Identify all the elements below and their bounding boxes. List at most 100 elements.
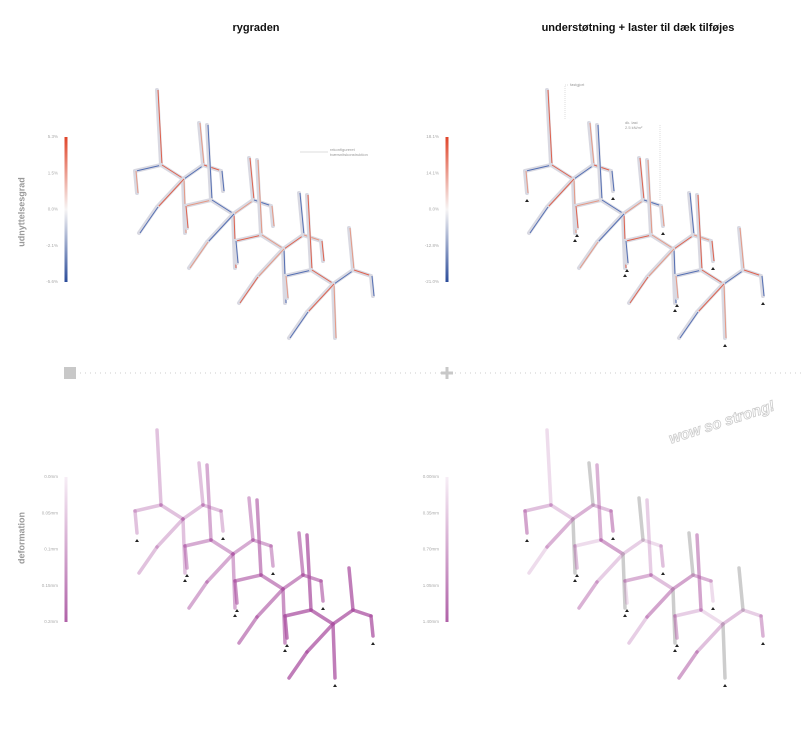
member [571, 163, 595, 181]
member [721, 282, 727, 340]
annotation: fastgjort [570, 82, 585, 87]
support [723, 344, 727, 347]
stress [157, 89, 163, 166]
member [627, 275, 649, 305]
member [205, 123, 213, 202]
member [641, 538, 663, 548]
support [135, 539, 139, 542]
member [309, 268, 335, 286]
stress [235, 234, 263, 242]
member [305, 282, 335, 314]
member [231, 538, 255, 556]
stress [593, 164, 613, 172]
stress [547, 89, 553, 166]
stress [285, 275, 289, 299]
scale-label: 0.05mm [42, 510, 59, 515]
support [575, 234, 579, 237]
member [181, 163, 205, 181]
member [283, 614, 289, 640]
stress [625, 240, 629, 264]
member [759, 274, 765, 298]
stress [525, 170, 529, 194]
support [675, 304, 679, 307]
member [571, 503, 595, 521]
stress [679, 311, 699, 339]
member [627, 615, 649, 645]
member [571, 517, 577, 575]
member [281, 573, 305, 591]
stress [597, 213, 625, 243]
member [305, 533, 313, 612]
member [133, 503, 163, 513]
stress [257, 248, 285, 278]
member [155, 88, 163, 167]
member [305, 622, 335, 654]
scale-label: 1.40mm [423, 619, 440, 624]
member [255, 498, 263, 577]
row-label: udnyttelsesgrad [16, 177, 26, 247]
scale-label: -12.8% [425, 243, 439, 248]
stress [307, 283, 335, 313]
stress [189, 241, 209, 269]
member [645, 158, 653, 237]
support [661, 572, 665, 575]
member [549, 503, 575, 521]
member [645, 247, 675, 279]
scale-label: -2.1% [46, 243, 58, 248]
member [677, 310, 699, 340]
stress [673, 234, 695, 250]
member [737, 566, 745, 612]
member [137, 205, 159, 235]
support [371, 642, 375, 645]
member [609, 169, 615, 193]
right-title: understøtning + laster til dæk tilføjes [542, 22, 735, 34]
stress [701, 269, 725, 285]
member [623, 573, 653, 583]
stress [761, 275, 765, 297]
stress [697, 194, 703, 271]
stress [185, 205, 189, 229]
support [673, 649, 677, 652]
stress [183, 164, 205, 180]
stress [573, 164, 595, 180]
member [331, 268, 355, 286]
member [637, 496, 645, 542]
support [183, 579, 187, 582]
stress [529, 206, 549, 234]
stress [525, 164, 553, 172]
stress [321, 240, 325, 262]
scale-label: 0.15mm [42, 583, 59, 588]
scale-label: 5.3% [48, 134, 58, 139]
stress [349, 227, 355, 271]
stress [625, 234, 653, 242]
member [671, 587, 677, 645]
stress [647, 248, 675, 278]
scale-label: 0.00mm [423, 474, 440, 479]
stress [203, 164, 223, 172]
member [219, 169, 225, 193]
scale-label: 0.1mm [44, 547, 58, 552]
stress [611, 170, 615, 192]
annotation: tværsnitskonstruktion [330, 152, 368, 157]
member [301, 573, 323, 583]
member [181, 503, 205, 521]
member [645, 498, 653, 577]
support [233, 614, 237, 617]
support [525, 539, 529, 542]
stress [235, 240, 239, 264]
member [573, 204, 579, 230]
stress [589, 122, 595, 166]
member [247, 156, 255, 202]
stress [647, 159, 653, 236]
member [319, 239, 325, 263]
support [761, 642, 765, 645]
stress [693, 234, 713, 242]
stress [283, 234, 305, 250]
member [331, 282, 337, 340]
member [545, 517, 575, 549]
left-title: rygraden [232, 22, 279, 34]
support [625, 269, 629, 272]
member [659, 204, 665, 228]
member [595, 552, 625, 584]
stress [185, 199, 213, 207]
